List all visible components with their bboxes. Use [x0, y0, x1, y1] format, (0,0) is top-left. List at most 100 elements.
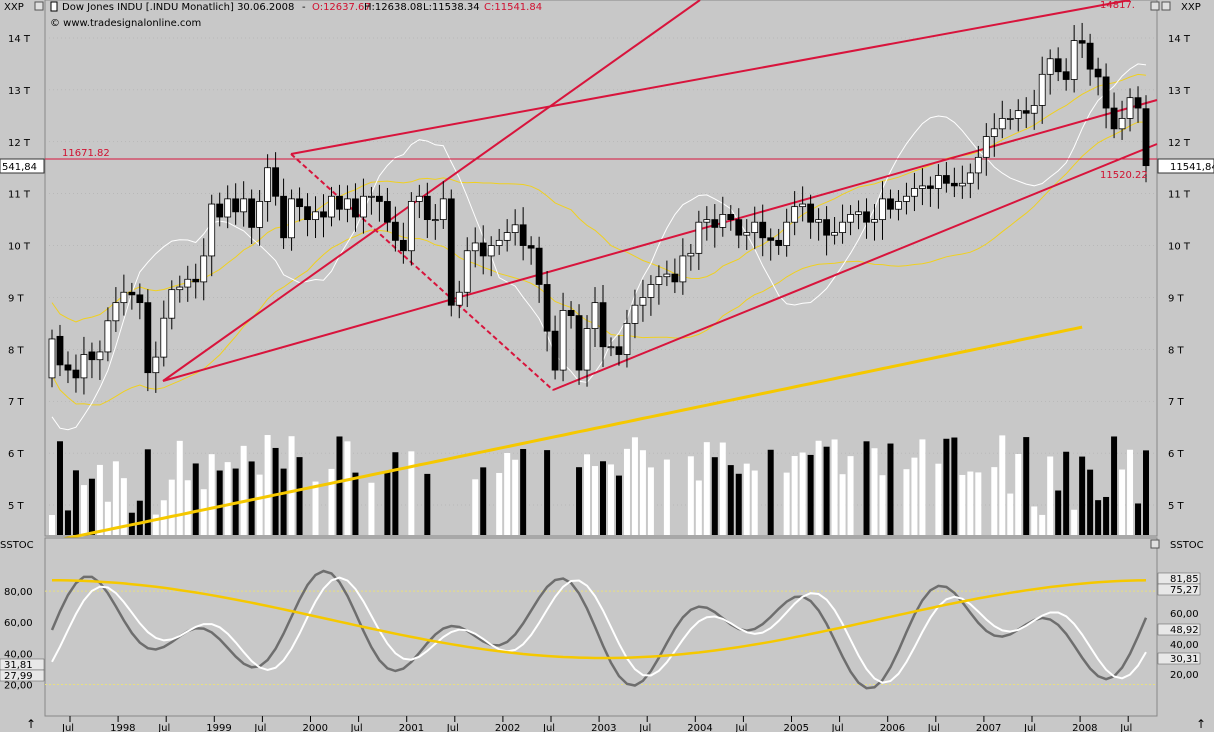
candle-body [423, 195, 431, 221]
volume-bar [751, 470, 758, 535]
volume-bar [1071, 509, 1078, 535]
candle-body [751, 221, 759, 233]
volume-bar [967, 471, 974, 535]
scroll-arrow-icon[interactable]: ↑ [26, 717, 36, 731]
time-axis: Jul 1998 Jul 1999 Jul 2000 Jul 2001 Jul 2002 Jul 20… [61, 716, 1132, 732]
symbol-menu[interactable]: XXP [4, 2, 24, 13]
volume-bar [120, 478, 127, 535]
volume-bar [512, 459, 519, 535]
candle-body [56, 335, 64, 366]
candle-body [1086, 42, 1094, 70]
time-tick-label: 2001 [399, 723, 424, 732]
last-price-tag [1157, 158, 1214, 174]
volume-bar [879, 475, 886, 535]
candle-body [703, 219, 711, 223]
candle-body [799, 203, 807, 208]
candle-body [815, 219, 823, 223]
candle-body [407, 201, 415, 252]
volume-bar [80, 485, 87, 535]
candle-body [176, 286, 184, 291]
candle-body [583, 328, 591, 371]
stoch-value-label: 40,00 [1170, 640, 1199, 651]
candle-body [775, 239, 783, 246]
candle-body [671, 273, 679, 283]
price-panel[interactable]: 5 T 5 T 6 T 6 T 7 T 7 T 8 T 8 T 9 T 9 T 10 T 10 T 11… [8, 0, 1191, 543]
stochastic-panel[interactable]: 20,00 40,00 60,00 80,00 [4, 537, 1158, 717]
candle-body [655, 276, 663, 285]
trend-channel [45, 0, 1158, 391]
volume-bar [687, 456, 694, 535]
volume-bar [1079, 456, 1086, 535]
candle-body [831, 232, 838, 236]
price-tick-label-left: 6 T [8, 449, 25, 460]
instrument-title: Dow Jones INDU [.INDU Monatlich] 30.06.2… [62, 2, 294, 13]
menu-dropdown-icon[interactable] [34, 1, 44, 11]
candle-body [304, 206, 311, 221]
time-tick-label: 2004 [687, 723, 712, 732]
stoch-tick-label: 80,00 [4, 587, 33, 598]
volume-bar [200, 489, 207, 535]
volume-bar [152, 514, 159, 535]
candle-body [839, 221, 846, 233]
volume-bar [480, 467, 487, 535]
volume-bar [639, 450, 646, 535]
candle-body [759, 221, 767, 239]
right-symbol-menu[interactable]: XXP [1181, 2, 1201, 13]
candle-body [455, 291, 463, 306]
candle-body [791, 206, 799, 223]
candle-body [599, 302, 607, 348]
volume-bar [264, 435, 271, 535]
candle-body [104, 320, 112, 353]
volume-bar [999, 435, 1006, 535]
volume-bar [208, 454, 215, 535]
volume-bar [887, 443, 894, 535]
candle-body [1110, 107, 1118, 130]
candle-body [232, 198, 240, 213]
volume-bar [280, 468, 287, 535]
candle-body [623, 322, 631, 355]
candle-body [1038, 73, 1046, 106]
volume-bar [49, 515, 55, 535]
candle-body [695, 221, 703, 254]
candle-body [575, 315, 583, 371]
candle-body [368, 195, 375, 198]
right-menu-icon[interactable] [1161, 1, 1171, 11]
candle-body [527, 245, 535, 249]
candle-body [711, 219, 719, 228]
candle-body [320, 211, 327, 218]
stoch-grid [45, 590, 1157, 685]
candle-body [80, 354, 88, 379]
volume-bar [520, 448, 527, 535]
candle-body [1102, 76, 1110, 109]
scroll-arrow-right-icon[interactable]: ↑ [1196, 717, 1206, 731]
stoch-menu-icon[interactable] [1150, 539, 1160, 549]
channel-upper-line-1 [162, 0, 701, 382]
volume-bar [951, 437, 958, 535]
volume-bar [64, 510, 71, 535]
stoch-left-label: 31,81 [4, 660, 33, 671]
annotations: 11671.82 11520.22 14817. 11541,84 541,84 [0, 0, 1214, 181]
volume-bar [935, 463, 942, 535]
volume-bar [1039, 514, 1046, 535]
candle-body [871, 219, 878, 223]
candle-body [360, 195, 367, 218]
left-price-text: 541,84 [2, 162, 37, 173]
candle-body [942, 175, 950, 184]
window-toggle-icon[interactable] [1150, 1, 1160, 11]
volume-bar [288, 436, 295, 535]
candle-body [296, 198, 303, 208]
stoch-label-right[interactable]: SSTOC [1170, 540, 1204, 551]
volume-bar [1007, 493, 1014, 535]
candle-body [431, 219, 439, 222]
volume-bar [1031, 506, 1038, 535]
stoch-panel-frame [44, 537, 1158, 717]
price-tick-label-left: 8 T [8, 345, 25, 356]
candle-body [344, 198, 351, 210]
candle-body [679, 255, 687, 283]
volume-bar [711, 457, 718, 535]
candle-body [224, 198, 232, 218]
long-moving-average-line [51, 325, 1083, 543]
volume-bar [903, 469, 910, 535]
lower-band-line [51, 121, 1147, 406]
